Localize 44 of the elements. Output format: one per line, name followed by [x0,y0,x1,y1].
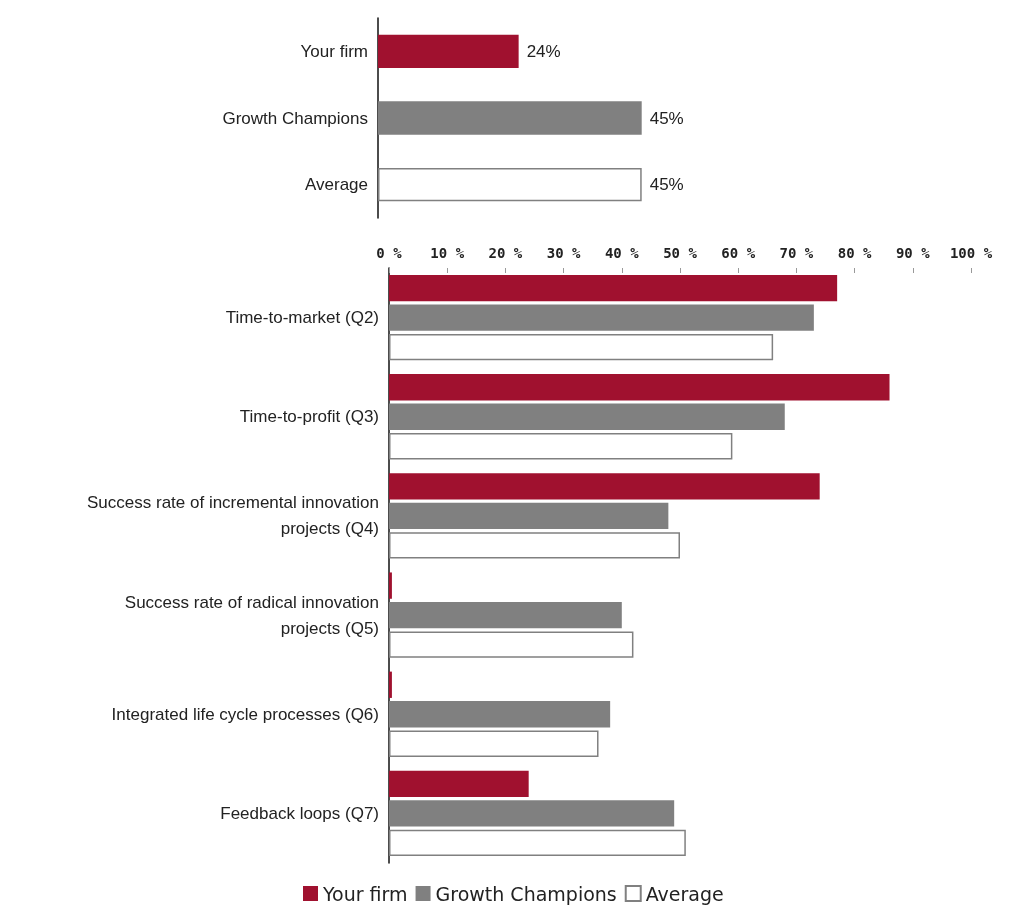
bar [389,304,814,331]
legend-label: Average [645,882,724,905]
bar [389,374,890,401]
bar [389,800,675,827]
bar [389,433,733,460]
data-label: 45% [649,175,684,195]
bar [389,532,680,559]
x-tick-label: 50 % [663,245,698,261]
y-tick-label: Growth Champions [222,108,368,128]
data-label: 24% [526,41,561,61]
bar [389,403,785,430]
x-tick-label: 40 % [604,245,640,261]
x-tick-label: 10 % [430,245,465,261]
x-tick-label: 30 % [546,245,582,261]
x-tick-label: 0 % [376,245,403,261]
x-tick-label: 90 % [895,245,931,261]
y-tick-label: Time-to-profit (Q3) [239,407,379,427]
bar [389,572,392,599]
bar [389,274,838,302]
y-tick-label: Success rate of radical innovation projects (Q5) [124,592,379,638]
bar [389,601,622,629]
bar [389,671,392,698]
y-tick-label: Feedback loops (Q7) [220,803,379,823]
bar [389,770,529,798]
bar [389,701,611,728]
y-tick-label: Your firm [300,41,368,61]
x-tick-label: 80 % [837,245,873,261]
y-tick-label: Integrated life cycle processes (Q6) [111,704,379,724]
x-tick-label: 100 % [949,245,993,261]
bar [389,730,599,757]
bar [389,631,634,658]
bar [389,502,669,530]
data-label: 45% [649,108,684,128]
y-tick-label: Success rate of incremental innovation projects (Q4) [87,493,379,539]
x-tick-label: 20 % [488,245,523,261]
y-tick-label: Time-to-market (Q2) [225,308,379,328]
legend-label: Growth Champions [435,882,617,905]
bar [389,473,820,500]
bar [389,829,686,857]
legend-label: Your firm [322,882,408,905]
x-tick-label: 70 % [779,245,814,261]
x-tick-label: 60 % [721,245,756,261]
bar [389,333,774,361]
y-tick-label: Average [304,175,368,195]
